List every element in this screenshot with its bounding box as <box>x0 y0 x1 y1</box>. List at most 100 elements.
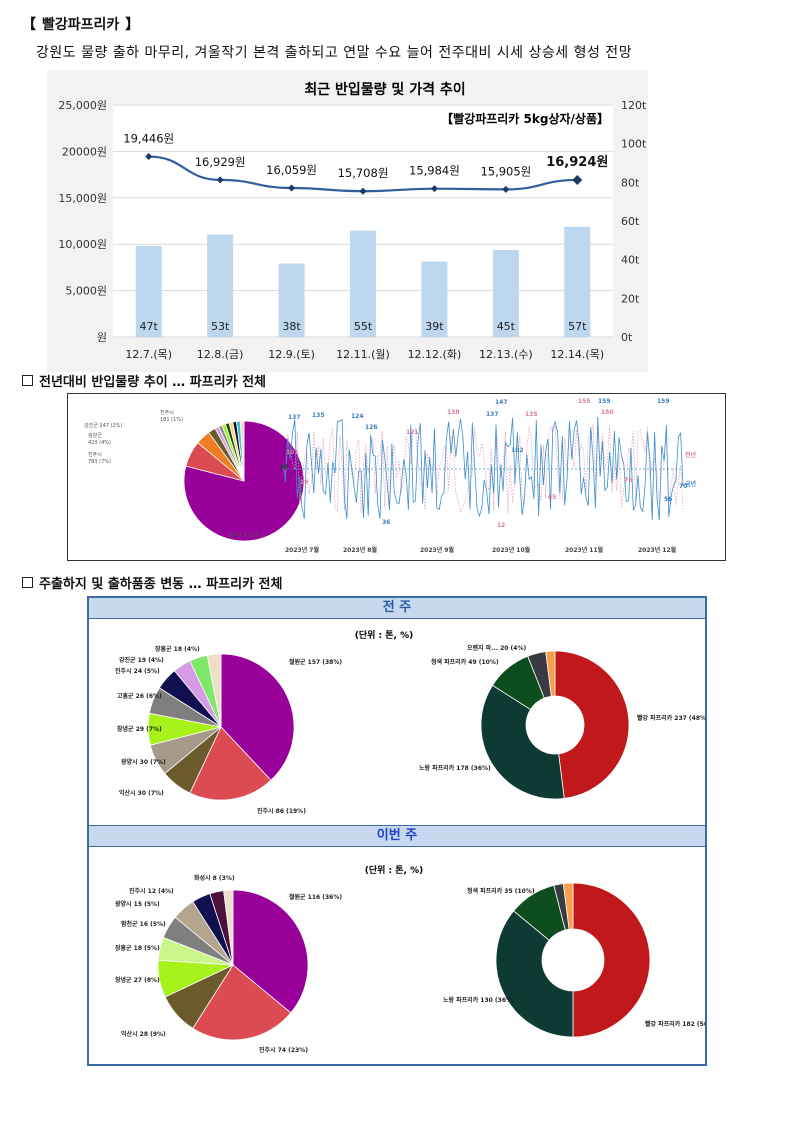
trend-data-label: 137 <box>288 414 301 421</box>
trend-data-label: 56 <box>664 496 672 503</box>
prev-region-label-goheung: 고흥군 26 (6%) <box>117 692 162 700</box>
prev-week-variety-donut <box>480 650 630 800</box>
pie-label-gwangyang: 광양군 <box>88 432 102 439</box>
y-left-tick: 원 <box>97 331 107 344</box>
bar-data-label: 57t <box>568 320 587 333</box>
price-data-label: 15,708원 <box>338 166 389 180</box>
this-region-label-changnyeong: 창녕군 27 (8%) <box>115 976 160 984</box>
this-week-unit: (단위 : 톤, %) <box>365 864 424 876</box>
y-right-tick: 20t <box>621 292 640 305</box>
pie-slice <box>545 650 556 697</box>
this-region-label-gwangyang: 광양시 15 (5%) <box>115 900 160 908</box>
x-tick-label: 12.8.(금) <box>197 348 244 361</box>
trend-data-label: 135 <box>312 412 325 419</box>
trend-data-label: 금년 <box>685 480 697 488</box>
y-left-tick: 10,000원 <box>58 238 107 251</box>
this-region-label-jangheung: 장흥군 18 (5%) <box>115 944 160 952</box>
y-left-tick: 20000원 <box>62 145 107 158</box>
trend-data-label: 150 <box>601 409 614 416</box>
bar-data-label: 39t <box>425 320 444 333</box>
this-year-line <box>282 416 684 521</box>
market-summary: 강원도 물량 출하 마무리, 겨울작기 본격 출하되고 연말 수요 늘어 전주대… <box>36 45 633 61</box>
trend-data-label: 70 <box>679 483 687 490</box>
price-data-label: 16,059원 <box>266 163 317 177</box>
volume-bar <box>564 226 591 337</box>
pie-slice <box>480 684 565 800</box>
y-right-tick: 120t <box>621 99 647 112</box>
month-axis-label: 2023년 12월 <box>638 546 677 554</box>
trend-data-label: 76 <box>624 477 632 484</box>
month-axis-label: 2023년 9월 <box>420 546 454 554</box>
this-week-header: 이번 주 <box>89 825 705 847</box>
trend-data-label: 36 <box>382 519 390 526</box>
volume-bar <box>421 261 448 337</box>
price-point <box>359 187 367 195</box>
y-left-tick: 25,000원 <box>58 99 107 112</box>
trend-data-label: 147 <box>495 399 508 406</box>
volume-bar <box>278 263 305 337</box>
y-right-tick: 60t <box>621 215 640 228</box>
this-variety-label-green: 청색 파프리카 35 (10%) <box>467 887 535 895</box>
trend-data-label: 102 <box>511 447 524 454</box>
this-region-label-hwaseong: 화성시 8 (3%) <box>194 874 235 882</box>
trend-data-label: 126 <box>365 424 378 431</box>
price-data-label: 19,446원 <box>123 132 174 146</box>
trend-data-label: 전년 <box>685 451 697 459</box>
bar-data-label: 47t <box>140 320 159 333</box>
checkbox-square-icon <box>22 577 33 588</box>
pie-label-jinju-small: 진주시 <box>160 409 174 416</box>
y-left-tick: 15,000원 <box>58 192 107 205</box>
price-data-label: 15,984원 <box>409 164 460 178</box>
x-tick-label: 12.7.(목) <box>125 348 172 361</box>
this-week-variety-donut <box>495 882 651 1038</box>
volume-bar <box>350 230 376 337</box>
trend-data-label: 137 <box>486 411 499 418</box>
y-left-tick: 5,000원 <box>65 285 107 298</box>
x-tick-label: 12.13.(수) <box>479 348 533 361</box>
section-heading-text: 주출하지 및 출하품종 변동 … 파프리카 전체 <box>39 577 283 592</box>
trend-data-label: 155 <box>578 398 591 405</box>
trend-data-label: 12 <box>497 522 505 529</box>
chart-title: 최근 반입물량 및 가격 추이 <box>304 81 465 98</box>
prev-variety-label-green: 청색 파프리카 49 (10%) <box>431 658 499 666</box>
trend-data-label: 135 <box>525 411 538 418</box>
pie-slice <box>206 653 222 728</box>
prev-region-label-gwangyang: 광양시 30 (7%) <box>121 758 166 766</box>
product-title: 【 빨강파프리카 】 <box>22 14 139 34</box>
y-right-tick: 0t <box>621 331 633 344</box>
prev-week-header: 전 주 <box>89 598 705 619</box>
bar-data-label: 55t <box>354 320 373 333</box>
volume-bar <box>135 246 162 337</box>
yearly-trend-lines <box>282 416 684 521</box>
price-point <box>288 184 296 192</box>
section-heading-text: 전년대비 반입물량 추이 … 파프리카 전체 <box>39 375 266 390</box>
trend-data-label: 101 <box>286 449 299 456</box>
pie-slice <box>232 889 309 1014</box>
pie-slice <box>239 420 245 482</box>
shipping-comparison-panel: 전 주 이번 주 (단위 : 톤, %) 철원군 157 (38%) 진주시 8… <box>87 596 707 1066</box>
volume-bar <box>492 250 519 337</box>
price-data-label: 16,924원 <box>546 155 608 170</box>
pie-slice <box>562 882 574 930</box>
prev-region-label-jinju2: 진주시 24 (5%) <box>115 667 160 675</box>
this-variety-label-yellow: 노랑 파프리카 130 (36%) <box>443 996 515 1004</box>
yearly-volume-svg: 진주시 181 (1%) 강진군 247 (2%) 광양군 423 (4%) 진… <box>84 398 697 554</box>
yearly-region-pie <box>183 420 305 542</box>
price-data-label: 16,929원 <box>195 155 246 169</box>
x-tick-label: 12.12.(화) <box>408 348 462 361</box>
price-point <box>430 185 438 193</box>
price-data-label: 15,905원 <box>480 164 531 178</box>
this-region-label-hamcheon: 함천군 16 (5%) <box>121 920 166 928</box>
section-heading-yearly: 전년대비 반입물량 추이 … 파프리카 전체 <box>22 371 266 390</box>
prev-region-label-iksan: 익산시 30 (7%) <box>119 789 164 797</box>
prev-variety-label-red: 빨강 파프리카 237 (48%) <box>637 714 705 722</box>
pie-slice <box>189 726 272 801</box>
price-point <box>502 185 510 193</box>
y-right-tick: 100t <box>621 138 647 151</box>
trend-data-label: 159 <box>598 398 611 405</box>
yearly-volume-panel: 진주시 181 (1%) 강진군 247 (2%) 광양군 423 (4%) 진… <box>67 393 726 561</box>
pie-slice <box>554 650 630 799</box>
bar-data-label: 45t <box>497 320 516 333</box>
y-right-tick: 80t <box>621 176 640 189</box>
prev-region-label-jangheung: 장흥군 18 (4%) <box>155 645 200 653</box>
